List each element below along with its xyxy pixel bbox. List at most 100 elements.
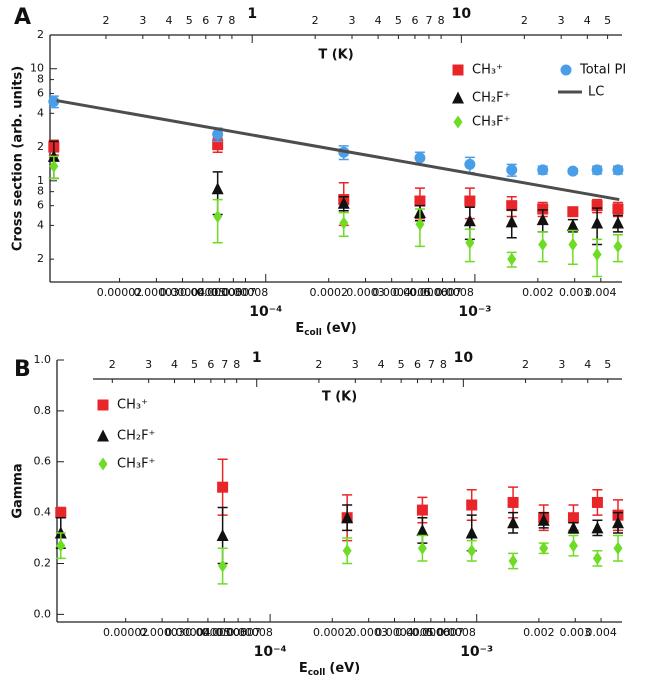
marker-square [612,203,624,215]
marker-triangle [507,516,520,529]
marker-triangle [505,215,518,228]
legend-marker [98,457,108,471]
marker-circle [212,128,224,140]
marker-triangle [536,213,549,226]
x-axis-label: Ecoll (eV) [295,321,356,338]
x-tick-label: 0.0007 [423,286,462,299]
marker-diamond [508,554,518,568]
top-tick-label: 2 [102,14,109,27]
marker-diamond [568,238,578,252]
x-tick-label: 0.00002 [97,286,143,299]
x-axis-label-sub: coll [304,328,322,338]
x-tick-label: 0.0008 [437,626,476,639]
top-tick-label: 6 [414,358,421,371]
marker-diamond [507,252,517,266]
top-tick-label: 4 [375,14,382,27]
y-tick-label: 2 [37,28,44,41]
x-tick-label: 0.0005 [393,286,432,299]
y-tick-label: 0.6 [34,455,52,468]
panel-label: B [14,357,31,382]
marker-circle [414,152,426,164]
top-tick-label: 7 [428,358,435,371]
marker-square [506,200,518,212]
marker-square [217,481,229,493]
x-decade-label: 10⁻⁴ [254,644,287,660]
x-tick-label: 0.004 [585,286,617,299]
y-tick-label: 2 [37,140,44,153]
marker-diamond [613,541,623,555]
top-tick-label: 7 [425,14,432,27]
marker-triangle [216,529,229,542]
marker-circle [591,164,603,176]
legend-marker [97,429,109,442]
x-tick-label: 0.0006 [409,286,448,299]
legend-label: LC [588,85,604,100]
top-tick-label: 5 [191,358,198,371]
marker-circle [537,164,549,176]
marker-square [414,195,426,207]
marker-diamond [417,541,427,555]
x-axis-label-sub: coll [308,668,326,678]
x-tick-label: 0.00006 [197,286,243,299]
top-tick-label: 6 [202,14,209,27]
marker-diamond [538,238,548,252]
x-tick-label: 0.00008 [227,626,273,639]
x-tick-label: 0.00005 [185,626,231,639]
marker-triangle [416,523,429,536]
x-axis-label-unit: (eV) [329,661,360,676]
marker-circle [612,164,624,176]
marker-triangle [566,218,579,231]
legend-label: CH₃⁺ [117,398,148,413]
top-tick-label: 7 [216,14,223,27]
marker-diamond [342,544,352,558]
y-tick-label: 6 [37,87,44,100]
marker-diamond [339,216,349,230]
marker-square [466,499,478,511]
marker-square [464,195,476,207]
x-tick-label: 0.00004 [165,626,211,639]
x-tick-label: 0.0004 [375,626,414,639]
legend-label: CH₂F⁺ [117,429,155,444]
marker-diamond [213,210,223,224]
marker-square [567,512,579,524]
marker-circle [567,165,579,177]
marker-diamond [592,247,602,261]
y-tick-label: 8 [37,185,44,198]
marker-circle [464,158,476,170]
x-axis-label-unit: (eV) [326,321,357,336]
x-tick-label: 0.0002 [313,626,352,639]
y-tick-label: 2 [37,252,44,265]
x-axis-label-symbol: E [299,661,308,676]
y-tick-label: 0.4 [34,506,52,519]
y-tick-label: 4 [37,106,44,119]
top-tick-label: 8 [438,14,445,27]
marker-diamond [592,551,602,565]
x-tick-label: 0.00005 [180,286,226,299]
x-tick-label: 0.002 [523,626,555,639]
marker-diamond [467,544,477,558]
top-decade-label: 1 [247,6,257,22]
legend-marker [97,399,109,411]
top-decade-label: 10 [452,6,472,22]
top-tick-label: 3 [139,14,146,27]
x-tick-label: 0.00006 [202,626,248,639]
marker-diamond [613,239,623,253]
legend-label: CH₃F⁺ [472,115,510,130]
marker-triangle [537,513,550,526]
x-tick-label: 0.00008 [223,286,269,299]
top-tick-label: 8 [233,358,240,371]
y-axis-label: Cross section (arb. units) [11,66,26,251]
top-tick-label: 2 [315,358,322,371]
panel-label: A [14,5,31,30]
top-tick-label: 4 [584,358,591,371]
x-tick-label: 0.0004 [372,286,411,299]
top-tick-label: 5 [395,14,402,27]
x-tick-label: 0.00004 [160,286,206,299]
x-axis-label: Ecoll (eV) [299,661,360,678]
x-tick-label: 0.003 [559,286,591,299]
top-tick-label: 3 [352,358,359,371]
legend-marker [560,64,572,76]
y-axis-label: Gamma [11,463,26,518]
marker-square [55,507,67,519]
